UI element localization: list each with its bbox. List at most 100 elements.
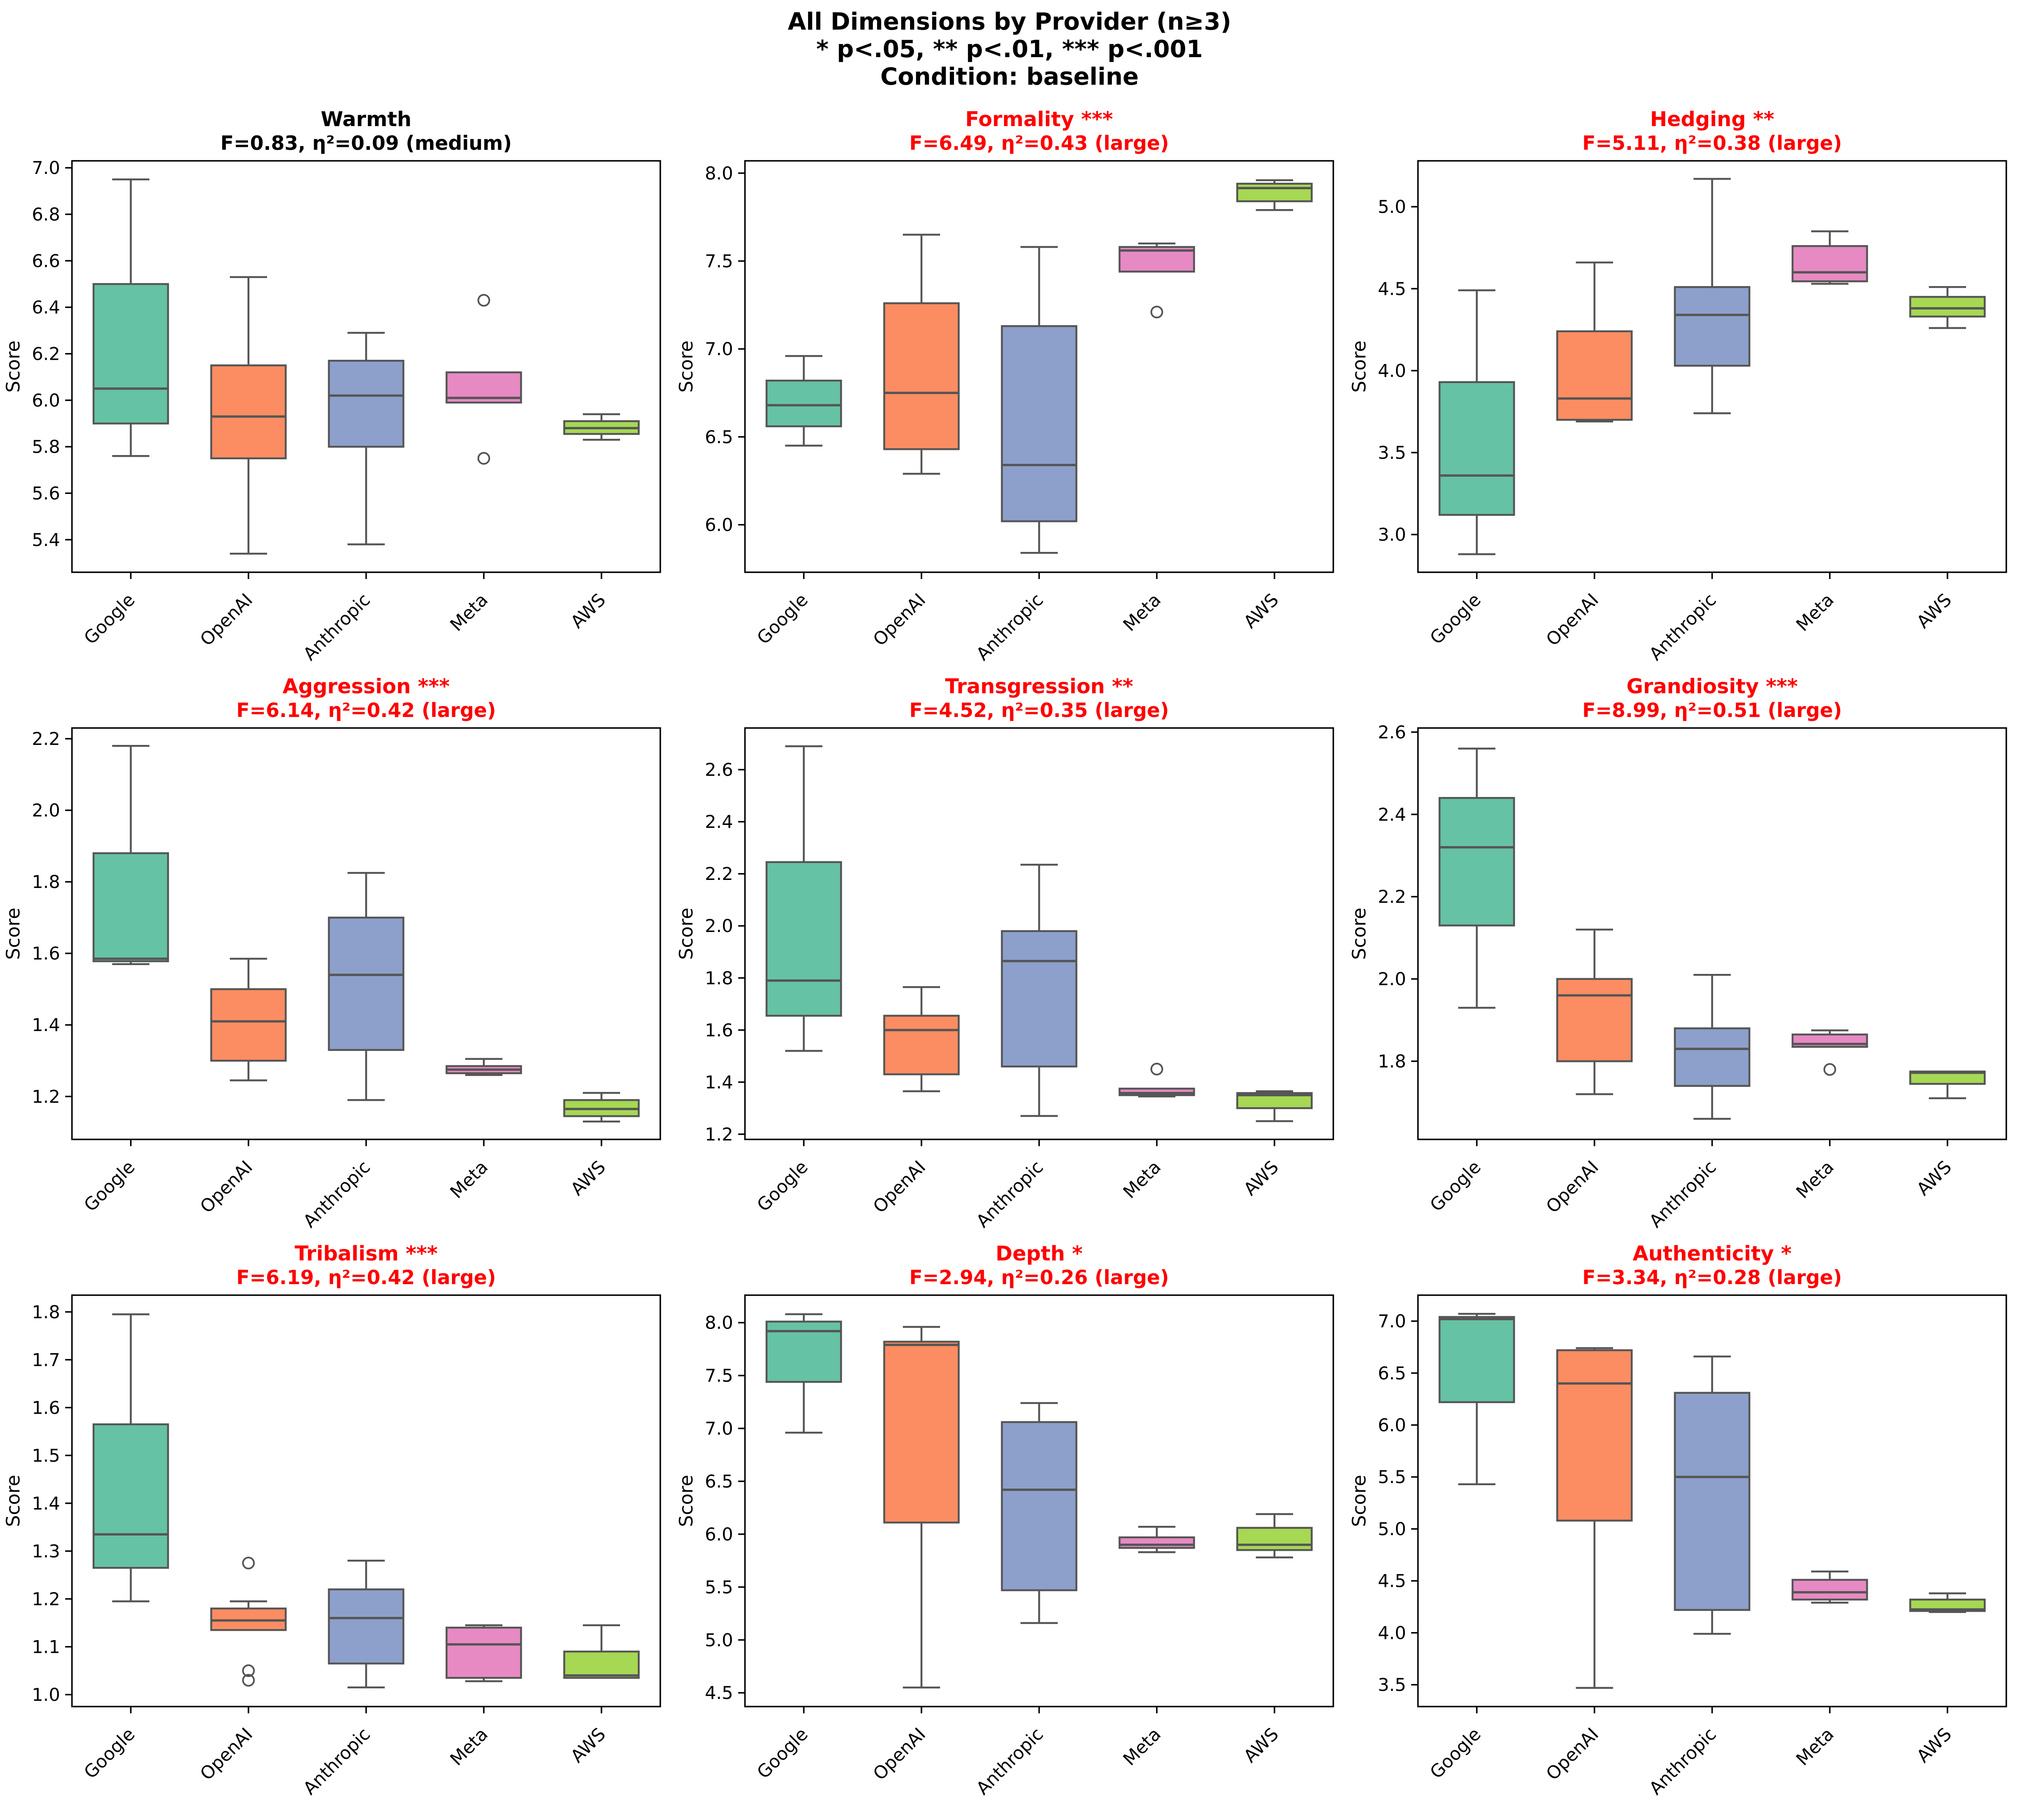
x-tick-label-openai: OpenAI — [869, 1156, 930, 1217]
subplot-title: Authenticity * — [1633, 1242, 1792, 1266]
y-tick-label: 5.6 — [32, 483, 60, 504]
boxplot-svg-depth: Depth *F=2.94, η²=0.26 (large) 4.5 5.0 5.5 6… — [676, 1242, 1334, 1799]
y-tick-label: 1.3 — [32, 1541, 60, 1561]
subplot-stats: F=6.14, η²=0.42 (large) — [236, 699, 496, 722]
subplot-stats: F=6.49, η²=0.43 (large) — [909, 132, 1169, 154]
y-tick-label: 2.4 — [1378, 804, 1406, 825]
box-anthropic — [1001, 930, 1078, 1067]
x-tick-label-meta: Meta — [1119, 1723, 1165, 1769]
y-tick-label: 1.4 — [705, 1072, 733, 1092]
subplot-aggression: Aggression *** F=6.14, η²=0.42 (large) 1.2… — [0, 669, 673, 1236]
box-meta — [445, 1627, 522, 1679]
y-tick-label: 2.4 — [705, 811, 733, 832]
x-tick-label-openai: OpenAI — [196, 1723, 257, 1784]
y-tick-label: 1.0 — [32, 1684, 60, 1705]
y-tick-label: 1.6 — [32, 1397, 60, 1418]
y-tick-label: 5.5 — [705, 1577, 733, 1597]
x-tick-label-google: Google — [753, 1156, 812, 1215]
x-tick-label-anthropic: Anthropic — [1645, 1156, 1720, 1231]
y-tick-label: 4.0 — [1378, 360, 1406, 381]
y-tick-label: 6.0 — [705, 515, 733, 535]
subplot-title: Aggression *** — [283, 675, 450, 698]
x-tick-label-google: Google — [753, 589, 812, 648]
boxplot-svg-transgression: Transgression **F=4.52, η²=0.35 (large) 1… — [676, 675, 1334, 1232]
y-tick-label: 2.2 — [705, 863, 733, 884]
subplot-formality: Formality *** F=6.49, η²=0.43 (large) 6.0 6… — [673, 102, 1346, 669]
y-tick-label: 2.2 — [32, 728, 60, 749]
outlier-point — [242, 1556, 255, 1569]
x-tick-label-aws: AWS — [1240, 1723, 1283, 1767]
y-tick-label: 3.5 — [1378, 442, 1406, 463]
subplot-tribalism: Tribalism *** F=6.19, η²=0.42 (large) 1.0 1… — [0, 1236, 673, 1803]
subplot-stats: F=2.94, η²=0.26 (large) — [909, 1266, 1169, 1289]
y-axis-label: Score — [3, 907, 24, 960]
y-tick-label: 4.5 — [705, 1682, 733, 1703]
subplot-hedging: Hedging ** F=5.11, η²=0.38 (large) 3.0 3.5 4… — [1346, 102, 2019, 669]
y-axis-label: Score — [676, 1475, 697, 1527]
y-tick-label: 1.8 — [1378, 1051, 1406, 1072]
y-tick-label: 6.5 — [705, 427, 733, 447]
y-tick-label: 1.8 — [32, 1302, 60, 1322]
box-openai — [210, 364, 287, 460]
outlier-point — [1150, 306, 1163, 319]
subplot-title: Depth * — [996, 1242, 1083, 1266]
y-tick-label: 1.8 — [32, 871, 60, 892]
significance-legend: * p<.05, ** p<.01, *** p<.001 — [816, 35, 1203, 63]
outlier-point — [1823, 1063, 1836, 1076]
figure-title: All Dimensions by Provider (n≥3) — [788, 8, 1231, 36]
x-tick-label-meta: Meta — [1792, 589, 1838, 635]
x-tick-label-anthropic: Anthropic — [299, 1723, 374, 1798]
y-axis-label: Score — [3, 340, 24, 392]
subplot-title: Hedging ** — [1650, 108, 1774, 131]
x-tick-label-anthropic: Anthropic — [972, 589, 1047, 664]
y-tick-label: 2.6 — [705, 759, 733, 780]
x-tick-label-aws: AWS — [567, 1156, 610, 1200]
subplot-grid: Warmth F=0.83, η²=0.09 (medium) 5.4 5.6 5.8 6… — [0, 102, 2019, 1803]
y-tick-label: 1.2 — [32, 1086, 60, 1107]
outlier-point — [477, 452, 490, 465]
y-tick-label: 7.5 — [705, 1365, 733, 1386]
subplot-depth: Depth * F=2.94, η²=0.26 (large) 4.5 5.0 5.5 6… — [673, 1236, 1346, 1803]
box-google — [92, 852, 169, 962]
box-openai — [210, 1608, 287, 1631]
box-anthropic — [1674, 1392, 1751, 1611]
x-tick-label-meta: Meta — [1119, 589, 1165, 635]
y-tick-label: 1.2 — [32, 1588, 60, 1609]
box-google — [92, 283, 169, 425]
box-aws — [1236, 1527, 1313, 1551]
box-openai — [883, 302, 960, 450]
x-tick-label-meta: Meta — [446, 589, 492, 635]
y-tick-label: 7.0 — [705, 339, 733, 359]
subplot-title: Formality *** — [965, 108, 1113, 131]
y-axis-label: Score — [676, 907, 697, 960]
subplot-stats: F=4.52, η²=0.35 (large) — [909, 699, 1169, 722]
box-anthropic — [328, 360, 405, 448]
box-openai — [883, 1340, 960, 1524]
box-google — [1438, 797, 1515, 927]
y-tick-label: 6.2 — [32, 343, 60, 364]
y-tick-label: 5.0 — [705, 1630, 733, 1650]
y-tick-label: 3.0 — [1378, 524, 1406, 545]
x-tick-label-anthropic: Anthropic — [972, 1723, 1047, 1798]
figure-header: All Dimensions by Provider (n≥3) * p<.05… — [0, 0, 2019, 102]
y-tick-label: 1.5 — [32, 1445, 60, 1466]
subplot-stats: F=8.99, η²=0.51 (large) — [1582, 699, 1842, 722]
box-google — [1438, 1316, 1515, 1404]
y-tick-label: 6.0 — [32, 390, 60, 411]
y-tick-label: 6.6 — [32, 251, 60, 271]
box-aws — [563, 1650, 640, 1679]
subplot-title: Tribalism *** — [295, 1242, 438, 1266]
x-tick-label-google: Google — [1426, 1156, 1485, 1215]
y-tick-label: 8.0 — [705, 1313, 733, 1333]
outlier-point — [242, 1674, 255, 1687]
y-axis-label: Score — [1349, 907, 1370, 960]
box-google — [765, 861, 842, 1017]
box-anthropic — [1001, 325, 1078, 522]
y-tick-label: 8.0 — [705, 163, 733, 184]
y-tick-label: 1.4 — [32, 1493, 60, 1514]
y-tick-label: 1.7 — [32, 1349, 60, 1370]
x-tick-label-meta: Meta — [1792, 1723, 1838, 1769]
y-axis-label: Score — [3, 1475, 24, 1527]
box-meta — [1118, 1536, 1195, 1549]
x-tick-label-openai: OpenAI — [1542, 1723, 1603, 1784]
